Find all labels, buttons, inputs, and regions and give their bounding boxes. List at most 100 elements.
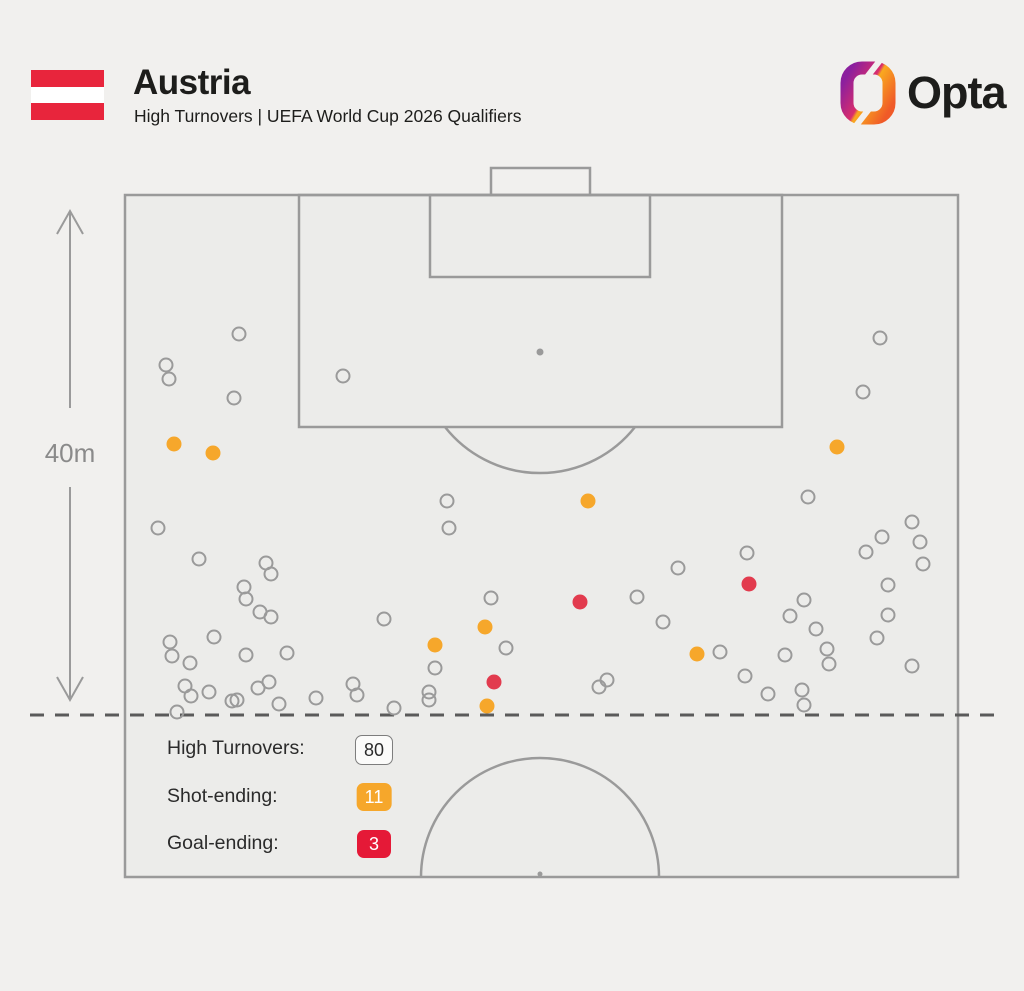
shot_ending-point xyxy=(166,436,182,452)
shot_ending-point xyxy=(205,445,221,461)
turnover-point xyxy=(201,684,217,700)
opta-brand: Opta xyxy=(840,60,1007,126)
distance-arrow-down xyxy=(56,487,84,703)
austria-flag xyxy=(31,70,104,121)
turnover-point xyxy=(229,692,245,708)
turnover-point xyxy=(263,566,279,582)
turnover-point xyxy=(915,556,931,572)
legend-label-shot-ending: Shot-ending: xyxy=(167,784,278,807)
turnover-point xyxy=(858,544,874,560)
opta-logo-icon xyxy=(840,60,896,126)
turnover-point xyxy=(821,656,837,672)
turnover-point xyxy=(421,684,437,700)
goal_ending-point xyxy=(486,674,502,690)
turnover-point xyxy=(158,357,174,373)
turnover-point xyxy=(308,690,324,706)
turnover-point xyxy=(441,520,457,536)
turnover-point xyxy=(869,630,885,646)
turnover-point xyxy=(629,589,645,605)
turnover-point xyxy=(855,384,871,400)
turnover-point xyxy=(349,687,365,703)
flag-stripe-red-bottom xyxy=(31,103,104,121)
turnover-point xyxy=(261,674,277,690)
turnover-point xyxy=(808,621,824,637)
legend-row-shot-ending: Shot-ending: xyxy=(167,781,278,811)
turnover-point xyxy=(164,648,180,664)
turnover-point xyxy=(794,682,810,698)
turnover-point xyxy=(912,534,928,550)
distance-label: 40m xyxy=(44,438,96,468)
turnover-point xyxy=(880,607,896,623)
turnover-point xyxy=(226,390,242,406)
turnover-point xyxy=(904,514,920,530)
shot_ending-point xyxy=(689,646,705,662)
centre-circle xyxy=(419,756,661,878)
pitch-outline xyxy=(123,193,960,879)
turnover-point xyxy=(169,704,185,720)
turnover-point xyxy=(182,655,198,671)
centre-spot xyxy=(537,871,543,877)
turnover-points-layer xyxy=(150,326,931,720)
turnover-point xyxy=(386,700,402,716)
turnover-point xyxy=(421,692,437,708)
shot_ending-point xyxy=(580,493,596,509)
turnover-point xyxy=(591,679,607,695)
turnover-point xyxy=(880,577,896,593)
turnover-point xyxy=(162,634,178,650)
six-yard-box xyxy=(428,193,652,279)
flag-stripe-white xyxy=(31,86,104,104)
turnover-point xyxy=(782,608,798,624)
shot_ending-point xyxy=(829,439,845,455)
page-subtitle: High Turnovers | UEFA World Cup 2026 Qua… xyxy=(134,106,522,126)
turnover-point xyxy=(263,609,279,625)
turnover-point xyxy=(183,688,199,704)
turnover-point xyxy=(670,560,686,576)
turnover-point xyxy=(819,641,835,657)
turnover-point xyxy=(655,614,671,630)
turnover-point xyxy=(498,640,514,656)
goal_ending-point xyxy=(572,594,588,610)
penalty-arc xyxy=(444,426,636,475)
legend-label-goal-ending: Goal-ending: xyxy=(167,831,279,854)
distance-arrow-up xyxy=(56,208,84,408)
shot_ending-point xyxy=(477,619,493,635)
turnover-point xyxy=(712,644,728,660)
opta-logo-text: Opta xyxy=(907,67,1007,118)
turnover-point xyxy=(238,647,254,663)
turnover-point xyxy=(271,696,287,712)
turnover-point xyxy=(238,591,254,607)
flag-stripe-red-top xyxy=(31,70,104,87)
turnover-point xyxy=(206,629,222,645)
turnover-point xyxy=(739,545,755,561)
turnover-point xyxy=(483,590,499,606)
turnover-point xyxy=(904,658,920,674)
turnover-point xyxy=(874,529,890,545)
turnover-point xyxy=(161,371,177,387)
legend-badge-goal-ending: 3 xyxy=(357,830,391,858)
turnover-point xyxy=(231,326,247,342)
goal-box xyxy=(489,166,592,197)
legend-row-goal-ending: Goal-ending: xyxy=(167,828,279,858)
turnover-point xyxy=(150,520,166,536)
legend-badge-high-turnovers: 80 xyxy=(354,735,394,765)
turnover-point xyxy=(777,647,793,663)
shot_ending-point xyxy=(427,637,443,653)
legend-label-high-turnovers: High Turnovers: xyxy=(167,736,305,759)
turnover-point xyxy=(760,686,776,702)
turnover-point xyxy=(376,611,392,627)
turnover-point xyxy=(335,368,351,384)
turnover-point xyxy=(800,489,816,505)
goal_ending-point xyxy=(741,576,757,592)
turnover-point xyxy=(191,551,207,567)
legend-badge-shot-ending: 11 xyxy=(356,783,392,811)
page-title: Austria xyxy=(133,63,251,102)
turnover-point xyxy=(279,645,295,661)
shot_ending-point xyxy=(479,698,495,714)
turnover-point xyxy=(796,697,812,713)
turnover-point xyxy=(427,660,443,676)
legend-row-high-turnovers: High Turnovers: xyxy=(167,733,305,763)
turnover-point xyxy=(439,493,455,509)
turnover-point xyxy=(796,592,812,608)
